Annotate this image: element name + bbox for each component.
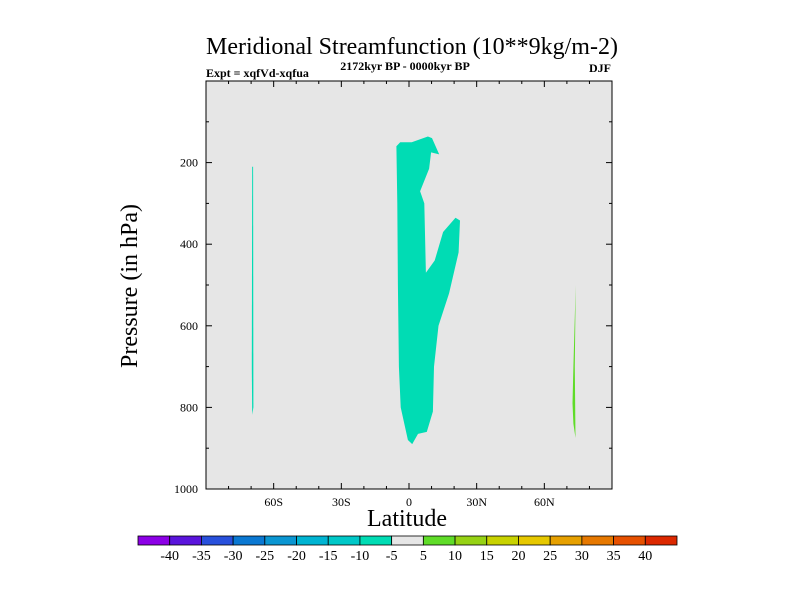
colorbar-label: -5 bbox=[386, 549, 398, 564]
x-tick-label: 0 bbox=[406, 495, 412, 509]
colorbar-swatch bbox=[391, 535, 424, 546]
colorbar-label: 40 bbox=[638, 549, 652, 564]
colorbar-swatch bbox=[296, 535, 329, 546]
x-axis-label: Latitude bbox=[367, 506, 447, 532]
colorbar-swatch bbox=[359, 535, 393, 546]
colorbar-swatch bbox=[486, 535, 519, 546]
colorbar-swatch bbox=[644, 535, 678, 546]
colorbar-swatch bbox=[327, 535, 361, 546]
colorbar-label: 35 bbox=[607, 549, 621, 564]
colorbar-label: -20 bbox=[287, 549, 306, 564]
colorbar-swatch bbox=[454, 535, 488, 546]
colorbar-label: 20 bbox=[511, 549, 525, 564]
colorbar-swatch bbox=[422, 535, 456, 546]
x-tick-label: 60S bbox=[264, 495, 283, 509]
season-label: DJF bbox=[589, 61, 611, 75]
chart-title: Meridional Streamfunction (10**9kg/m-2) bbox=[206, 34, 618, 60]
colorbar-swatch bbox=[169, 535, 202, 546]
colorbar-label: -15 bbox=[319, 549, 338, 564]
x-tick-label: 30S bbox=[332, 495, 351, 509]
y-tick-label: 1000 bbox=[174, 482, 198, 496]
y-tick-label: 600 bbox=[180, 319, 198, 333]
sh-polar-negative-region bbox=[251, 166, 254, 415]
colorbar-swatch bbox=[232, 535, 266, 546]
tropical-negative-region bbox=[396, 136, 460, 445]
colorbar-swatch bbox=[137, 535, 171, 546]
colorbar-swatch bbox=[581, 535, 614, 546]
colorbar-label: 30 bbox=[575, 549, 589, 564]
nh-polar-positive-region bbox=[572, 248, 577, 438]
y-axis-label: Pressure (in hPa) bbox=[117, 204, 143, 368]
y-tick-label: 800 bbox=[180, 400, 198, 414]
experiment-label: Expt = xqfVd-xqfua bbox=[206, 66, 309, 80]
time-range-label: 2172kyr BP - 0000kyr BP bbox=[340, 59, 470, 73]
colorbar-swatch bbox=[613, 535, 646, 546]
colorbar-label: -30 bbox=[224, 549, 243, 564]
colorbar-swatch bbox=[549, 535, 583, 546]
colorbar-swatch bbox=[518, 535, 551, 546]
colorbar-label: -10 bbox=[351, 549, 370, 564]
x-tick-label: 30N bbox=[466, 495, 487, 509]
colorbar-label: 10 bbox=[448, 549, 462, 564]
colorbar-swatch bbox=[264, 535, 297, 546]
colorbar-label: -40 bbox=[160, 549, 179, 564]
colorbar-label: 5 bbox=[420, 549, 427, 564]
colorbar-label: -25 bbox=[255, 549, 274, 564]
x-tick-label: 60N bbox=[534, 495, 555, 509]
colorbar-swatch bbox=[201, 535, 234, 546]
colorbar-label: 25 bbox=[543, 549, 557, 564]
y-tick-label: 200 bbox=[180, 156, 198, 170]
colorbar-label: 15 bbox=[480, 549, 494, 564]
colorbar-label: -35 bbox=[192, 549, 211, 564]
y-tick-label: 400 bbox=[180, 237, 198, 251]
